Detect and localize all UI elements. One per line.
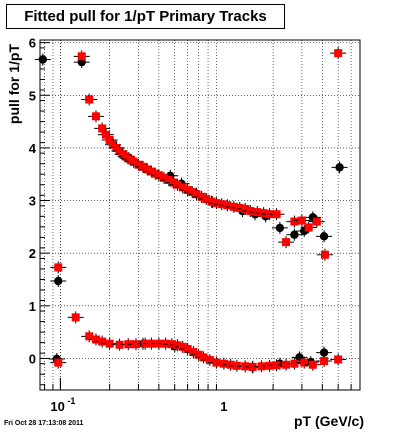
tick-labels: 0 1 2 3 4 5 6 10 -1 1	[29, 36, 228, 414]
data-points	[34, 47, 348, 374]
data-point	[308, 215, 325, 228]
y-tick-label: 2	[29, 246, 36, 261]
timestamp: Fri Oct 28 17:13:08 2011	[4, 420, 84, 427]
chart-title: Fitted pull for 1/pT Primary Tracks	[24, 8, 267, 25]
y-axis-label: pull for 1/pT	[6, 43, 22, 125]
axis-ticks	[40, 42, 352, 390]
data-point	[34, 53, 51, 66]
data-point	[268, 359, 285, 372]
y-tick-label: 4	[29, 141, 37, 156]
y-tick-label: 3	[29, 194, 36, 209]
chart-title-box: Fitted pull for 1/pT Primary Tracks	[6, 4, 285, 29]
data-point	[300, 221, 317, 234]
data-point	[330, 47, 347, 60]
x-tick-label: 10	[50, 399, 64, 414]
data-point	[331, 161, 348, 174]
data-point	[81, 93, 98, 106]
data-point	[73, 50, 90, 63]
data-point	[304, 358, 321, 371]
x-tick-label: 1	[220, 399, 227, 414]
data-point	[286, 357, 303, 370]
data-point	[316, 230, 333, 243]
data-point	[316, 355, 333, 368]
y-tick-label: 5	[29, 88, 36, 103]
data-point	[67, 311, 84, 324]
data-point	[293, 214, 310, 227]
y-tick-label: 1	[29, 299, 36, 314]
data-point	[50, 261, 67, 274]
data-point	[286, 228, 303, 241]
data-point	[278, 236, 295, 249]
data-point	[316, 248, 333, 261]
y-tick-label: 0	[29, 351, 36, 366]
data-point	[50, 275, 67, 288]
data-point	[101, 337, 118, 350]
x-axis-label: pT (GeV/c)	[293, 413, 364, 429]
data-point	[87, 110, 104, 123]
y-tick-label: 6	[29, 36, 36, 51]
plot-frame	[39, 39, 361, 391]
x-tick-label-exponent: -1	[67, 396, 75, 406]
data-point	[268, 208, 285, 221]
data-point	[50, 356, 67, 369]
data-point	[330, 353, 347, 366]
data-point	[271, 221, 288, 234]
